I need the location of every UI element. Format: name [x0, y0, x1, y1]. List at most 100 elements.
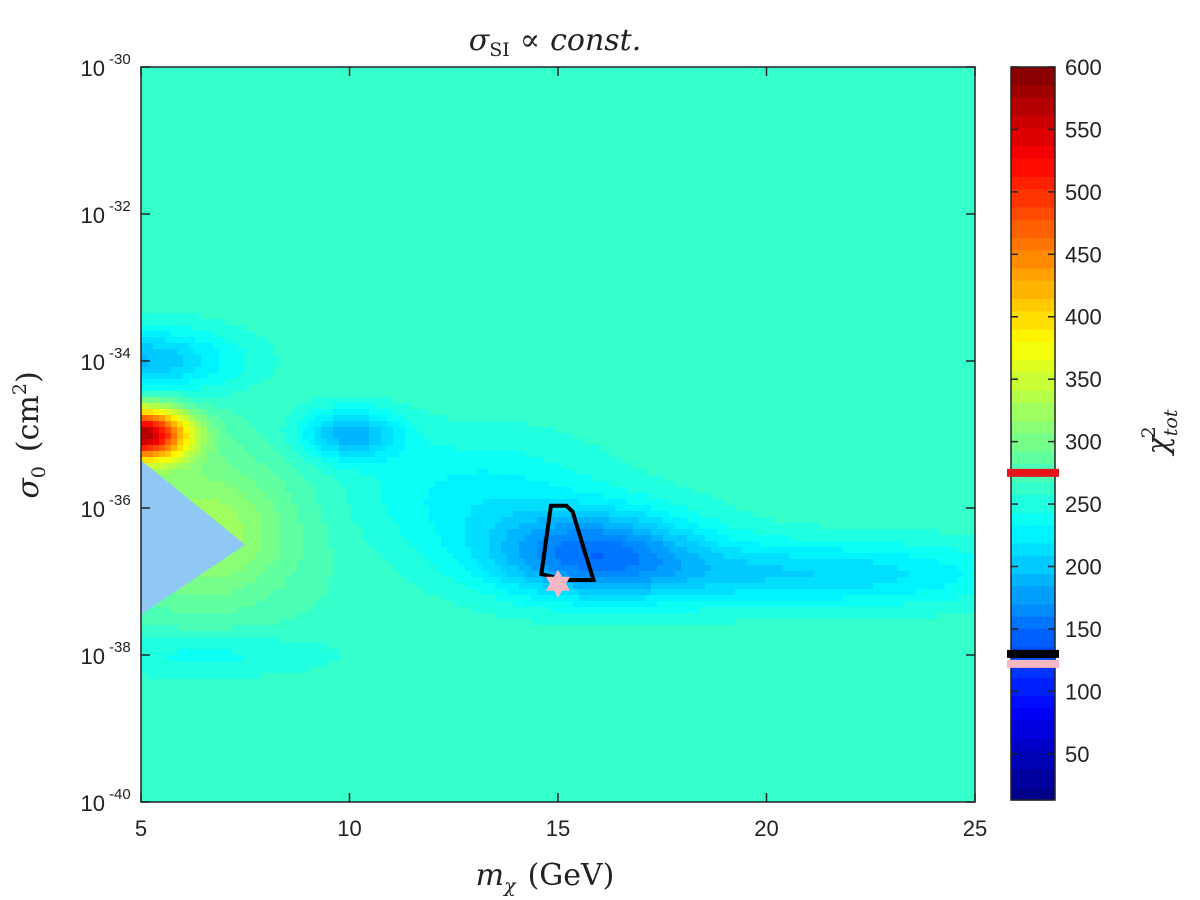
heatmap-cell: [579, 85, 586, 92]
heatmap-cell: [573, 271, 580, 278]
heatmap-cell: [651, 127, 658, 134]
heatmap-cell: [267, 109, 274, 116]
heatmap-cell: [663, 139, 670, 146]
heatmap-cell: [831, 127, 838, 134]
heatmap-cell: [687, 133, 694, 140]
heatmap-cell: [315, 271, 322, 278]
heatmap-cell: [861, 139, 868, 146]
heatmap-cell: [543, 91, 550, 98]
heatmap-cell: [189, 223, 196, 230]
heatmap-cell: [429, 145, 436, 152]
heatmap-cell: [669, 133, 676, 140]
heatmap-cell: [693, 157, 700, 164]
heatmap-cell: [729, 241, 736, 248]
heatmap-cell: [633, 163, 640, 170]
heatmap-cell: [813, 91, 820, 98]
heatmap-cell: [645, 193, 652, 200]
heatmap-cell: [795, 97, 802, 104]
heatmap-cell: [153, 121, 160, 128]
heatmap-cell: [369, 193, 376, 200]
heatmap-cell: [381, 205, 388, 212]
heatmap-cell: [915, 181, 922, 188]
heatmap-cell: [345, 103, 352, 110]
heatmap-cell: [429, 163, 436, 170]
heatmap-cell: [573, 217, 580, 224]
heatmap-cell: [297, 85, 304, 92]
heatmap-cell: [717, 235, 724, 242]
heatmap-cell: [435, 247, 442, 254]
heatmap-cell: [597, 163, 604, 170]
heatmap-cell: [519, 271, 526, 278]
heatmap-cell: [201, 133, 208, 140]
heatmap-cell: [603, 73, 610, 80]
heatmap-cell: [801, 277, 808, 284]
heatmap-cell: [495, 247, 502, 254]
heatmap-cell: [189, 85, 196, 92]
heatmap-cell: [171, 277, 178, 284]
heatmap-cell: [765, 187, 772, 194]
heatmap-cell: [729, 193, 736, 200]
heatmap-cell: [219, 145, 226, 152]
heatmap-cell: [759, 217, 766, 224]
heatmap-cell: [447, 85, 454, 92]
heatmap-cell: [855, 67, 862, 74]
heatmap-cell: [153, 181, 160, 188]
heatmap-cell: [507, 271, 514, 278]
heatmap-cell: [837, 241, 844, 248]
heatmap-cell: [405, 229, 412, 236]
heatmap-cell: [303, 163, 310, 170]
heatmap-cell: [585, 121, 592, 128]
heatmap-cell: [711, 151, 718, 158]
heatmap-cell: [177, 127, 184, 134]
heatmap-cell: [555, 247, 562, 254]
heatmap-cell: [459, 187, 466, 194]
heatmap-cell: [921, 259, 928, 266]
heatmap-cell: [327, 277, 334, 284]
heatmap-cell: [459, 277, 466, 284]
heatmap-cell: [405, 211, 412, 218]
heatmap-cell: [945, 229, 952, 236]
heatmap-cell: [747, 145, 754, 152]
heatmap-cell: [603, 175, 610, 182]
heatmap-cell: [705, 211, 712, 218]
heatmap-cell: [729, 85, 736, 92]
heatmap-cell: [225, 67, 232, 74]
heatmap-cell: [813, 151, 820, 158]
heatmap-cell: [555, 265, 562, 272]
heatmap-cell: [927, 91, 934, 98]
heatmap-cell: [441, 253, 448, 260]
heatmap-cell: [771, 181, 778, 188]
heatmap-cell: [945, 223, 952, 230]
heatmap-cell: [711, 223, 718, 230]
heatmap-cell: [369, 181, 376, 188]
heatmap-cell: [567, 139, 574, 146]
heatmap-cell: [165, 133, 172, 140]
heatmap-cell: [267, 187, 274, 194]
heatmap-cell: [627, 235, 634, 242]
heatmap-cell: [783, 169, 790, 176]
heatmap-cell: [471, 139, 478, 146]
heatmap-cell: [969, 73, 975, 80]
heatmap-cell: [807, 151, 814, 158]
heatmap-cell: [843, 91, 850, 98]
heatmap-cell: [591, 193, 598, 200]
heatmap-cell: [957, 247, 964, 254]
heatmap-cell: [411, 229, 418, 236]
heatmap-cell: [813, 181, 820, 188]
heatmap-cell: [525, 91, 532, 98]
heatmap-cell: [489, 85, 496, 92]
heatmap-cell: [669, 163, 676, 170]
heatmap-cell: [777, 265, 784, 272]
heatmap-cell: [675, 139, 682, 146]
heatmap-cell: [405, 109, 412, 116]
heatmap-cell: [339, 85, 346, 92]
heatmap-cell: [531, 193, 538, 200]
heatmap-cell: [699, 229, 706, 236]
heatmap-cell: [291, 199, 298, 206]
heatmap-cell: [507, 193, 514, 200]
heatmap-cell: [777, 169, 784, 176]
heatmap-cell: [387, 205, 394, 212]
heatmap-cell: [915, 265, 922, 272]
heatmap-cell: [945, 151, 952, 158]
heatmap-cell: [609, 175, 616, 182]
